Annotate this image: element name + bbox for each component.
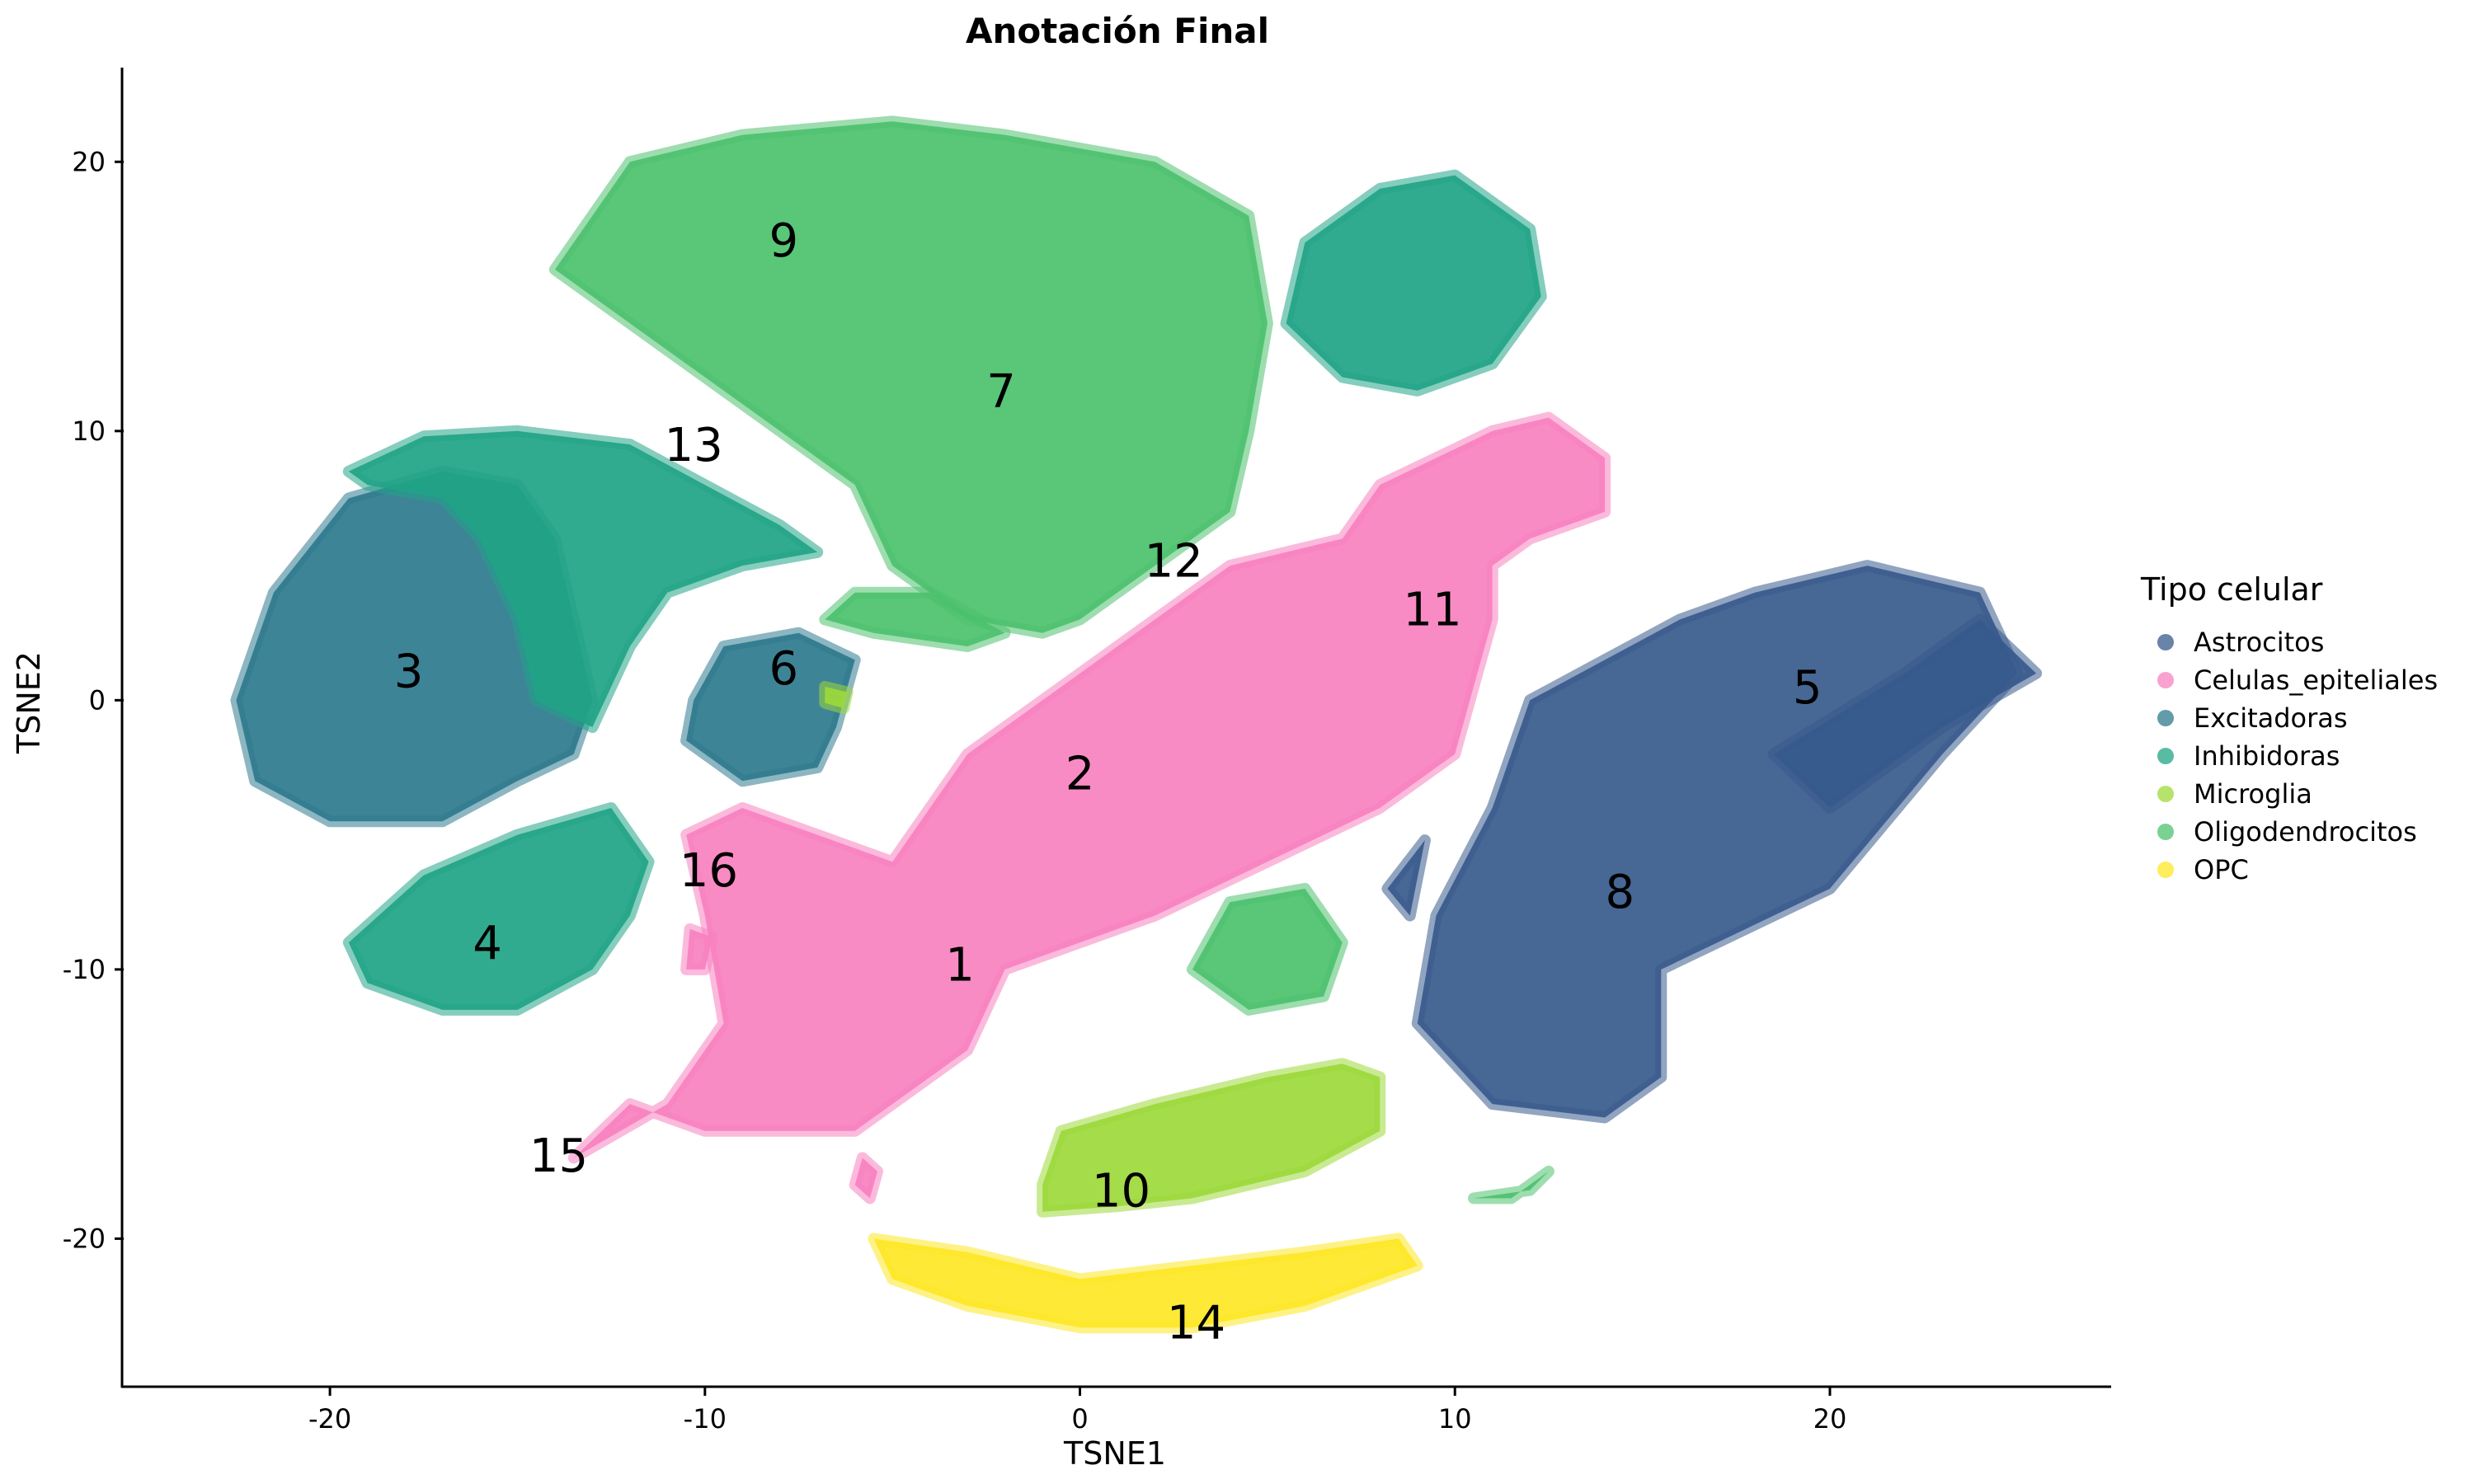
- cluster-label: 9: [769, 214, 798, 268]
- legend-label: Astrocitos: [2194, 627, 2324, 658]
- legend: Tipo celular Astrocitos Celulas_epitelial…: [2140, 571, 2438, 885]
- y-ticks: -20 -10 0 10 20: [63, 146, 124, 1254]
- cluster-region: [1381, 834, 1431, 922]
- cluster-label: 12: [1145, 535, 1203, 589]
- points-layer: [230, 115, 2043, 1334]
- legend-title: Tipo celular: [2140, 571, 2323, 608]
- x-tick-label: 10: [1438, 1403, 1472, 1435]
- y-tick-label: -10: [63, 954, 106, 985]
- cluster-label: 3: [394, 645, 424, 698]
- legend-key-excitadoras: [2157, 710, 2174, 726]
- cluster-label: 7: [986, 365, 1016, 419]
- cluster-label: 4: [473, 917, 502, 970]
- legend-label: OPC: [2194, 854, 2249, 885]
- x-tick-label: 20: [1813, 1403, 1847, 1435]
- legend-key-oligodendrocitos: [2157, 824, 2174, 840]
- cluster-label: 1: [945, 938, 975, 992]
- cluster-region: [1468, 1165, 1554, 1205]
- cluster-region: [819, 681, 854, 715]
- cluster-region: [1037, 1058, 1386, 1218]
- series-opc: [868, 1233, 1423, 1334]
- legend-key-inhibidoras: [2157, 748, 2174, 764]
- x-tick-label: -20: [308, 1403, 351, 1435]
- x-tick-label: 0: [1071, 1403, 1088, 1435]
- cluster-label: 8: [1606, 866, 1635, 919]
- cluster-region: [819, 586, 1011, 652]
- series-oligodendrocitos: [548, 115, 1554, 1205]
- cluster-labels: 9 7 13 12 11 3 6 5 2 16 8 4 1 15 10 14: [394, 214, 1823, 1350]
- cluster-region: [680, 923, 718, 975]
- series-inhibidoras: [342, 169, 1547, 1016]
- cluster-label: 15: [529, 1129, 588, 1183]
- legend-key-celulas-epiteliales: [2157, 672, 2174, 688]
- legend-label: Celulas_epiteliales: [2194, 665, 2438, 696]
- series-microglia: [819, 681, 1386, 1218]
- x-tick-label: -10: [684, 1403, 727, 1435]
- series-astrocitos: [1381, 560, 2043, 1124]
- legend-label: Excitadoras: [2194, 702, 2348, 734]
- cluster-region: [342, 802, 655, 1016]
- cluster-region: [1280, 169, 1547, 397]
- y-tick-label: 20: [72, 146, 106, 177]
- cluster-region: [849, 1152, 883, 1205]
- cluster-label: 11: [1403, 583, 1461, 636]
- y-axis-label: TSNE2: [11, 651, 47, 754]
- legend-key-microglia: [2157, 786, 2174, 802]
- x-axis-label: TSNE1: [1063, 1435, 1166, 1472]
- y-tick-label: -20: [63, 1223, 106, 1254]
- legend-key-opc: [2157, 862, 2174, 878]
- cluster-region: [1186, 882, 1348, 1016]
- legend-label: Oligodendrocitos: [2194, 816, 2417, 848]
- cluster-label: 16: [680, 844, 738, 898]
- cluster-label: 14: [1167, 1297, 1225, 1350]
- cluster-region: [868, 1233, 1423, 1334]
- x-ticks: -20 -10 0 10 20: [308, 1387, 1846, 1435]
- y-tick-label: 0: [89, 684, 106, 716]
- series-celulas-epiteliales: [567, 411, 1611, 1205]
- legend-label: Microglia: [2194, 778, 2312, 810]
- cluster-region: [342, 425, 824, 733]
- cluster-label: 10: [1092, 1165, 1150, 1219]
- legend-key-astrocitos: [2157, 634, 2174, 650]
- legend-label: Inhibidoras: [2194, 740, 2340, 772]
- cluster-region: [1767, 613, 2043, 814]
- cluster-region: [567, 411, 1611, 1164]
- legend-items: Astrocitos Celulas_epiteliales Excitadoras…: [2157, 627, 2438, 885]
- cluster-label: 6: [769, 642, 798, 696]
- cluster-region: [1411, 560, 2024, 1124]
- cluster-label: 13: [665, 419, 723, 472]
- chart-title: Anotación Final: [966, 11, 1269, 51]
- cluster-label: 5: [1793, 661, 1823, 715]
- cluster-label: 2: [1065, 748, 1095, 801]
- cluster-region: [680, 627, 861, 787]
- y-tick-label: 10: [72, 416, 106, 447]
- cluster-region: [548, 115, 1273, 639]
